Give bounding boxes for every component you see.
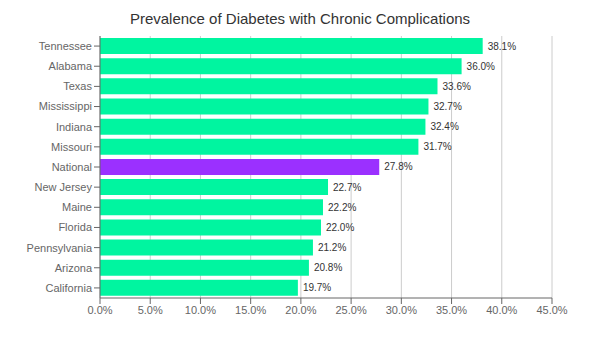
svg-text:32.7%: 32.7% — [433, 101, 461, 112]
svg-text:Pennsylvania: Pennsylvania — [27, 242, 93, 254]
svg-text:Missouri: Missouri — [51, 141, 92, 153]
svg-text:20.0%: 20.0% — [285, 304, 316, 316]
svg-text:0.0%: 0.0% — [87, 304, 112, 316]
svg-text:36.0%: 36.0% — [467, 61, 495, 72]
svg-text:Arizona: Arizona — [55, 262, 93, 274]
svg-text:Mississippi: Mississippi — [39, 100, 92, 112]
svg-text:22.7%: 22.7% — [333, 182, 361, 193]
svg-text:New Jersey: New Jersey — [35, 181, 93, 193]
svg-text:35.0%: 35.0% — [436, 304, 467, 316]
svg-text:Indiana: Indiana — [56, 121, 93, 133]
svg-text:Texas: Texas — [63, 80, 92, 92]
svg-text:National: National — [52, 161, 92, 173]
svg-text:31.7%: 31.7% — [423, 141, 451, 152]
svg-text:20.8%: 20.8% — [314, 262, 342, 273]
svg-text:22.2%: 22.2% — [328, 202, 356, 213]
svg-text:38.1%: 38.1% — [488, 41, 516, 52]
svg-text:21.2%: 21.2% — [318, 242, 346, 253]
svg-text:27.8%: 27.8% — [384, 161, 412, 172]
svg-text:15.0%: 15.0% — [235, 304, 266, 316]
svg-text:10.0%: 10.0% — [185, 304, 216, 316]
svg-text:25.0%: 25.0% — [336, 304, 367, 316]
svg-text:45.0%: 45.0% — [536, 304, 567, 316]
svg-text:Maine: Maine — [62, 201, 92, 213]
svg-text:Alabama: Alabama — [49, 60, 93, 72]
svg-text:22.0%: 22.0% — [326, 222, 354, 233]
svg-text:30.0%: 30.0% — [386, 304, 417, 316]
svg-text:33.6%: 33.6% — [442, 81, 470, 92]
svg-text:19.7%: 19.7% — [303, 282, 331, 293]
svg-text:5.0%: 5.0% — [138, 304, 163, 316]
svg-text:Tennessee: Tennessee — [39, 40, 92, 52]
svg-text:Florida: Florida — [58, 221, 93, 233]
html-text:Prevalence of Diabetes with Ch: Prevalence of Diabetes with Chronic Comp… — [129, 10, 471, 27]
svg-text:California: California — [46, 282, 93, 294]
svg-text:40.0%: 40.0% — [486, 304, 517, 316]
svg-text:32.4%: 32.4% — [430, 121, 458, 132]
